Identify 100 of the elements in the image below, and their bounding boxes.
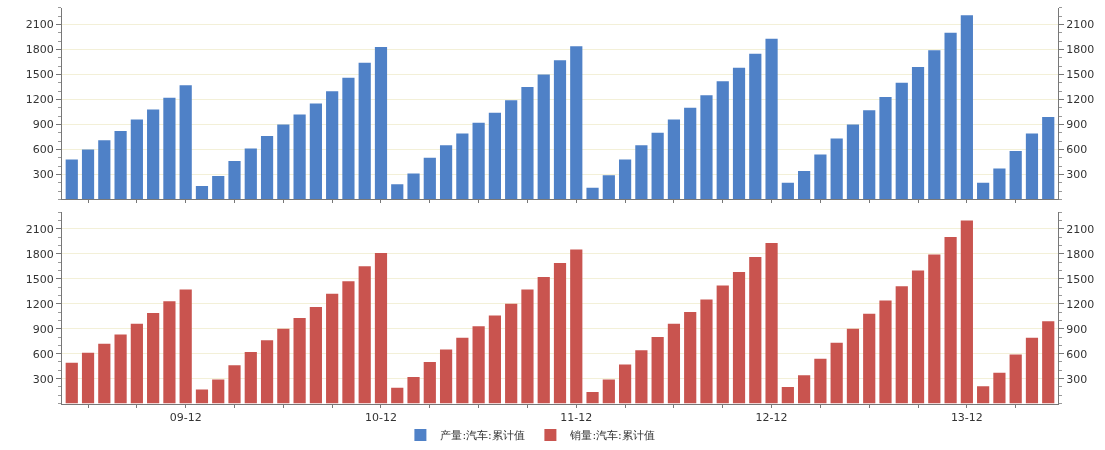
y-tick-label: 1800 [25,43,54,57]
bar [749,53,762,200]
bar [456,337,469,404]
bar [130,119,143,200]
bar [814,358,827,404]
y-tick-label: 300 [32,168,54,182]
bar [619,159,632,200]
y-tick-label: 900 [32,322,54,336]
y2-tick-label: 1500 [1066,272,1095,286]
bar [81,352,95,404]
bar [147,312,160,404]
bar [260,340,274,404]
bar [651,337,664,404]
y2-tick-label: 900 [1066,118,1088,132]
bar [667,119,681,200]
bar [65,159,78,200]
bar [472,326,485,404]
bar [928,254,941,404]
y2-tick-label: 1500 [1066,68,1095,82]
y2-tick-label: 1200 [1066,93,1095,107]
x-tick-label: 11-12 [560,410,593,424]
y2-tick-label: 2100 [1066,222,1095,236]
bar [944,32,957,200]
bar [244,352,257,404]
x-tick-label: 13-12 [950,410,983,424]
y-tick-label: 1200 [25,93,54,107]
bar [309,307,322,404]
bar [684,107,697,200]
bar [732,272,746,404]
bar [488,112,501,200]
bar [635,145,648,200]
y2-tick-label: 600 [1066,347,1088,361]
bar [781,182,794,200]
bar [732,67,746,200]
bar [928,50,941,200]
y2-tick-label: 1800 [1066,43,1095,57]
bar [944,237,957,404]
bar [716,81,729,200]
bar [423,362,436,404]
bar [895,82,908,200]
bar [342,281,355,404]
bar [179,289,192,404]
bar [391,184,404,200]
bar [309,103,322,200]
legend-label: 产量:汽车:累计值 [440,429,525,443]
bar [619,364,632,404]
bar [1042,116,1055,200]
bar [749,257,762,404]
bar [667,323,681,404]
bar [277,124,290,200]
y-tick-label: 600 [32,347,54,361]
y-tick-label: 1200 [25,297,54,311]
bar [537,74,550,200]
y2-tick-label: 1800 [1066,247,1095,261]
bar [228,161,241,200]
bar [293,317,306,404]
bar [651,132,664,200]
bar [993,372,1006,404]
bar [423,157,436,200]
bar [277,328,290,404]
y-tick-label: 1800 [25,247,54,261]
bar [81,149,95,200]
y2-tick-label: 2100 [1066,18,1095,32]
bar [700,95,713,200]
bar [456,133,469,200]
bar [326,293,339,404]
y-tick-label: 900 [32,118,54,132]
bar [212,379,225,404]
bar [98,140,111,200]
bar [863,110,876,200]
y-tick-label: 2100 [25,18,54,32]
bar [798,375,811,404]
bar [260,136,274,200]
bar [114,131,127,200]
x-tick-label: 12-12 [755,410,788,424]
x-tick-label: 09-12 [169,410,202,424]
y-tick-label: 600 [32,143,54,157]
bar [879,96,892,200]
bar [765,38,778,200]
bar [407,376,420,404]
bar [358,62,371,200]
y2-tick-label: 600 [1066,143,1088,157]
bar [505,303,518,404]
bar [586,391,599,404]
bar [1025,337,1039,404]
bar [326,91,339,200]
bar [684,312,697,404]
bar [407,173,420,200]
bar [163,301,176,404]
bar [472,122,485,200]
bar [195,389,209,404]
y-tick-label: 300 [32,372,54,386]
bar [358,266,371,404]
y2-tick-label: 300 [1066,372,1088,386]
bar [195,186,209,200]
bar [212,176,225,200]
bar [163,97,176,200]
y-tick-label: 2100 [25,222,54,236]
bar [960,15,973,200]
bar [586,187,599,200]
